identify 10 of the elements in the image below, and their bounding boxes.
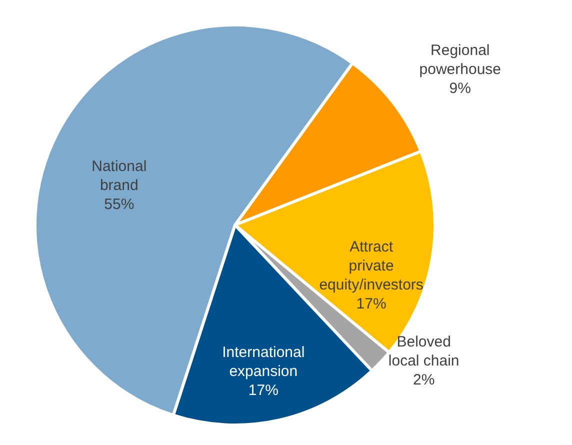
slice-label: International expansion (222, 344, 305, 380)
slice-label: Regional powerhouse (419, 42, 502, 78)
slice-label: National brand (92, 158, 147, 194)
data-label: 17% (248, 382, 278, 399)
data-label: 2% (412, 372, 435, 389)
data-label: 9% (449, 80, 471, 98)
data-label: 55% (104, 196, 134, 214)
data-label: 17% (356, 296, 386, 313)
slice-label: Attract private equity/investors (319, 238, 424, 294)
slice-label: Beloved local chain (388, 334, 460, 370)
